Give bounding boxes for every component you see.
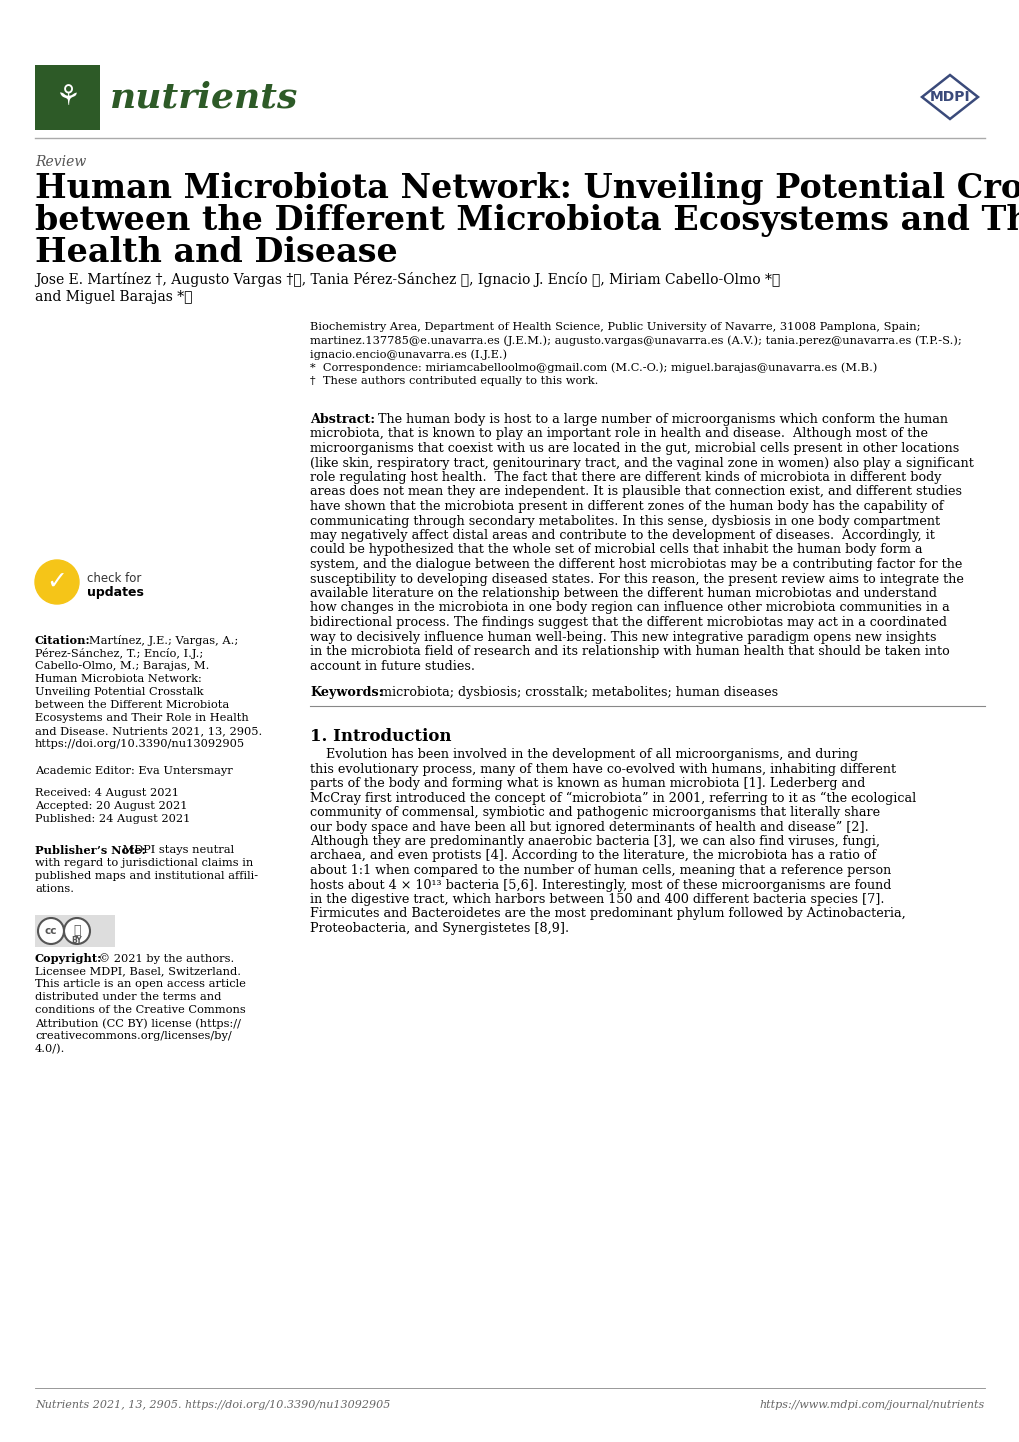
Text: account in future studies.: account in future studies. bbox=[310, 659, 475, 672]
Text: https://doi.org/10.3390/nu13092905: https://doi.org/10.3390/nu13092905 bbox=[35, 738, 245, 748]
Text: McCray first introduced the concept of “microbiota” in 2001, referring to it as : McCray first introduced the concept of “… bbox=[310, 792, 915, 805]
Text: microorganisms that coexist with us are located in the gut, microbial cells pres: microorganisms that coexist with us are … bbox=[310, 443, 958, 456]
Text: creativecommons.org/licenses/by/: creativecommons.org/licenses/by/ bbox=[35, 1031, 231, 1041]
Text: Biochemistry Area, Department of Health Science, Public University of Navarre, 3: Biochemistry Area, Department of Health … bbox=[310, 322, 919, 332]
Text: check for: check for bbox=[87, 572, 142, 585]
Text: (like skin, respiratory tract, genitourinary tract, and the vaginal zone in wome: (like skin, respiratory tract, genitouri… bbox=[310, 457, 973, 470]
Text: microbiota; dysbiosis; crosstalk; metabolites; human diseases: microbiota; dysbiosis; crosstalk; metabo… bbox=[380, 686, 777, 699]
Circle shape bbox=[35, 559, 78, 604]
Text: © 2021 by the authors.: © 2021 by the authors. bbox=[95, 953, 234, 963]
Text: about 1:1 when compared to the number of human cells, meaning that a reference p: about 1:1 when compared to the number of… bbox=[310, 864, 891, 877]
Bar bbox=[35, 916, 115, 947]
Text: Ecosystems and Their Role in Health: Ecosystems and Their Role in Health bbox=[35, 712, 249, 722]
Text: MDPI stays neutral: MDPI stays neutral bbox=[119, 845, 234, 855]
Text: parts of the body and forming what is known as human microbiota [1]. Lederberg a: parts of the body and forming what is kn… bbox=[310, 777, 864, 790]
Text: martinez.137785@e.unavarra.es (J.E.M.); augusto.vargas@unavarra.es (A.V.); tania: martinez.137785@e.unavarra.es (J.E.M.); … bbox=[310, 336, 961, 346]
Text: our body space and have been all but ignored determinants of health and disease”: our body space and have been all but ign… bbox=[310, 820, 868, 833]
Text: role regulating host health.  The fact that there are different kinds of microbi: role regulating host health. The fact th… bbox=[310, 472, 941, 485]
Text: Citation:: Citation: bbox=[35, 634, 91, 646]
Bar bbox=[35, 65, 100, 130]
Text: Keywords:: Keywords: bbox=[310, 686, 383, 699]
Circle shape bbox=[38, 919, 64, 945]
Text: https://www.mdpi.com/journal/nutrients: https://www.mdpi.com/journal/nutrients bbox=[759, 1400, 984, 1410]
Text: Unveiling Potential Crosstalk: Unveiling Potential Crosstalk bbox=[35, 686, 204, 696]
Text: microbiota, that is known to play an important role in health and disease.  Alth: microbiota, that is known to play an imp… bbox=[310, 427, 927, 440]
Text: Attribution (CC BY) license (https://: Attribution (CC BY) license (https:// bbox=[35, 1018, 240, 1028]
Text: This article is an open access article: This article is an open access article bbox=[35, 979, 246, 989]
Text: Pérez-Sánchez, T.; Encío, I.J.;: Pérez-Sánchez, T.; Encío, I.J.; bbox=[35, 647, 203, 659]
Text: Proteobacteria, and Synergistetes [8,9].: Proteobacteria, and Synergistetes [8,9]. bbox=[310, 921, 569, 934]
Text: 4.0/).: 4.0/). bbox=[35, 1044, 65, 1054]
Text: Jose E. Martínez †, Augusto Vargas †ⓘ, Tania Pérez-Sánchez ⓘ, Ignacio J. Encío ⓘ: Jose E. Martínez †, Augusto Vargas †ⓘ, T… bbox=[35, 273, 780, 287]
Text: Although they are predominantly anaerobic bacteria [3], we can also find viruses: Although they are predominantly anaerobi… bbox=[310, 835, 879, 848]
Text: between the Different Microbiota: between the Different Microbiota bbox=[35, 699, 229, 709]
Text: way to decisively influence human well-being. This new integrative paradigm open: way to decisively influence human well-b… bbox=[310, 630, 935, 643]
Text: Accepted: 20 August 2021: Accepted: 20 August 2021 bbox=[35, 800, 187, 810]
Text: have shown that the microbiota present in different zones of the human body has : have shown that the microbiota present i… bbox=[310, 500, 943, 513]
Text: Licensee MDPI, Basel, Switzerland.: Licensee MDPI, Basel, Switzerland. bbox=[35, 966, 240, 976]
Text: how changes in the microbiota in one body region can influence other microbiota : how changes in the microbiota in one bod… bbox=[310, 601, 949, 614]
Text: could be hypothesized that the whole set of microbial cells that inhabit the hum: could be hypothesized that the whole set… bbox=[310, 544, 921, 557]
Text: between the Different Microbiota Ecosystems and Their Role in: between the Different Microbiota Ecosyst… bbox=[35, 203, 1019, 236]
Text: Nutrients 2021, 13, 2905. https://doi.org/10.3390/nu13092905: Nutrients 2021, 13, 2905. https://doi.or… bbox=[35, 1400, 390, 1410]
Text: ⚘: ⚘ bbox=[54, 84, 79, 111]
Text: Publisher’s Note:: Publisher’s Note: bbox=[35, 845, 146, 857]
Text: susceptibility to developing diseased states. For this reason, the present revie: susceptibility to developing diseased st… bbox=[310, 572, 963, 585]
Text: The human body is host to a large number of microorganisms which conform the hum: The human body is host to a large number… bbox=[378, 412, 947, 425]
Text: this evolutionary process, many of them have co-evolved with humans, inhabiting : this evolutionary process, many of them … bbox=[310, 763, 896, 776]
Text: BY: BY bbox=[71, 936, 83, 945]
Text: Martínez, J.E.; Vargas, A.;: Martínez, J.E.; Vargas, A.; bbox=[89, 634, 238, 646]
Text: Evolution has been involved in the development of all microorganisms, and during: Evolution has been involved in the devel… bbox=[310, 748, 857, 761]
Text: with regard to jurisdictional claims in: with regard to jurisdictional claims in bbox=[35, 858, 253, 868]
Text: nutrients: nutrients bbox=[110, 79, 299, 114]
Text: in the microbiota field of research and its relationship with human health that : in the microbiota field of research and … bbox=[310, 645, 949, 658]
Text: distributed under the terms and: distributed under the terms and bbox=[35, 992, 221, 1002]
Text: updates: updates bbox=[87, 585, 144, 598]
Text: Published: 24 August 2021: Published: 24 August 2021 bbox=[35, 813, 191, 823]
Text: Academic Editor: Eva Untersmayr: Academic Editor: Eva Untersmayr bbox=[35, 766, 232, 776]
Text: ations.: ations. bbox=[35, 884, 74, 894]
Text: cc: cc bbox=[45, 926, 57, 936]
Text: Health and Disease: Health and Disease bbox=[35, 236, 397, 270]
Text: bidirectional process. The findings suggest that the different microbiotas may a: bidirectional process. The findings sugg… bbox=[310, 616, 946, 629]
Text: available literature on the relationship between the different human microbiotas: available literature on the relationship… bbox=[310, 587, 936, 600]
Text: †  These authors contributed equally to this work.: † These authors contributed equally to t… bbox=[310, 376, 598, 386]
Text: Received: 4 August 2021: Received: 4 August 2021 bbox=[35, 787, 178, 797]
Text: community of commensal, symbiotic and pathogenic microorganisms that literally s: community of commensal, symbiotic and pa… bbox=[310, 806, 879, 819]
Text: 1. Introduction: 1. Introduction bbox=[310, 728, 451, 746]
Circle shape bbox=[64, 919, 90, 945]
Text: archaea, and even protists [4]. According to the literature, the microbiota has : archaea, and even protists [4]. Accordin… bbox=[310, 849, 875, 862]
Text: Abstract:: Abstract: bbox=[310, 412, 375, 425]
Text: Review: Review bbox=[35, 154, 87, 169]
Text: hosts about 4 × 10¹³ bacteria [5,6]. Interestingly, most of these microorganisms: hosts about 4 × 10¹³ bacteria [5,6]. Int… bbox=[310, 878, 891, 891]
Text: may negatively affect distal areas and contribute to the development of diseases: may negatively affect distal areas and c… bbox=[310, 529, 934, 542]
Text: *  Correspondence: miriamcabelloolmo@gmail.com (M.C.-O.); miguel.barajas@unavarr: * Correspondence: miriamcabelloolmo@gmai… bbox=[310, 362, 876, 373]
Text: ✓: ✓ bbox=[47, 570, 67, 594]
Text: published maps and institutional affili-: published maps and institutional affili- bbox=[35, 871, 258, 881]
Text: ignacio.encio@unavarra.es (I.J.E.): ignacio.encio@unavarra.es (I.J.E.) bbox=[310, 349, 506, 359]
Text: Copyright:: Copyright: bbox=[35, 953, 102, 965]
Text: MDPI: MDPI bbox=[928, 89, 969, 104]
Text: communicating through secondary metabolites. In this sense, dysbiosis in one bod: communicating through secondary metaboli… bbox=[310, 515, 940, 528]
Text: Firmicutes and Bacteroidetes are the most predominant phylum followed by Actinob: Firmicutes and Bacteroidetes are the mos… bbox=[310, 907, 905, 920]
Text: conditions of the Creative Commons: conditions of the Creative Commons bbox=[35, 1005, 246, 1015]
Text: areas does not mean they are independent. It is plausible that connection exist,: areas does not mean they are independent… bbox=[310, 486, 961, 499]
Text: Cabello-Olmo, M.; Barajas, M.: Cabello-Olmo, M.; Barajas, M. bbox=[35, 660, 209, 671]
Text: and Disease. Nutrients 2021, 13, 2905.: and Disease. Nutrients 2021, 13, 2905. bbox=[35, 725, 262, 735]
Text: ⓑ: ⓑ bbox=[73, 924, 81, 937]
Text: Human Microbiota Network:: Human Microbiota Network: bbox=[35, 673, 202, 684]
Text: system, and the dialogue between the different host microbiotas may be a contrib: system, and the dialogue between the dif… bbox=[310, 558, 962, 571]
Text: and Miguel Barajas *ⓘ: and Miguel Barajas *ⓘ bbox=[35, 290, 193, 304]
Text: in the digestive tract, which harbors between 150 and 400 different bacteria spe: in the digestive tract, which harbors be… bbox=[310, 893, 883, 906]
Text: Human Microbiota Network: Unveiling Potential Crosstalk: Human Microbiota Network: Unveiling Pote… bbox=[35, 172, 1019, 205]
